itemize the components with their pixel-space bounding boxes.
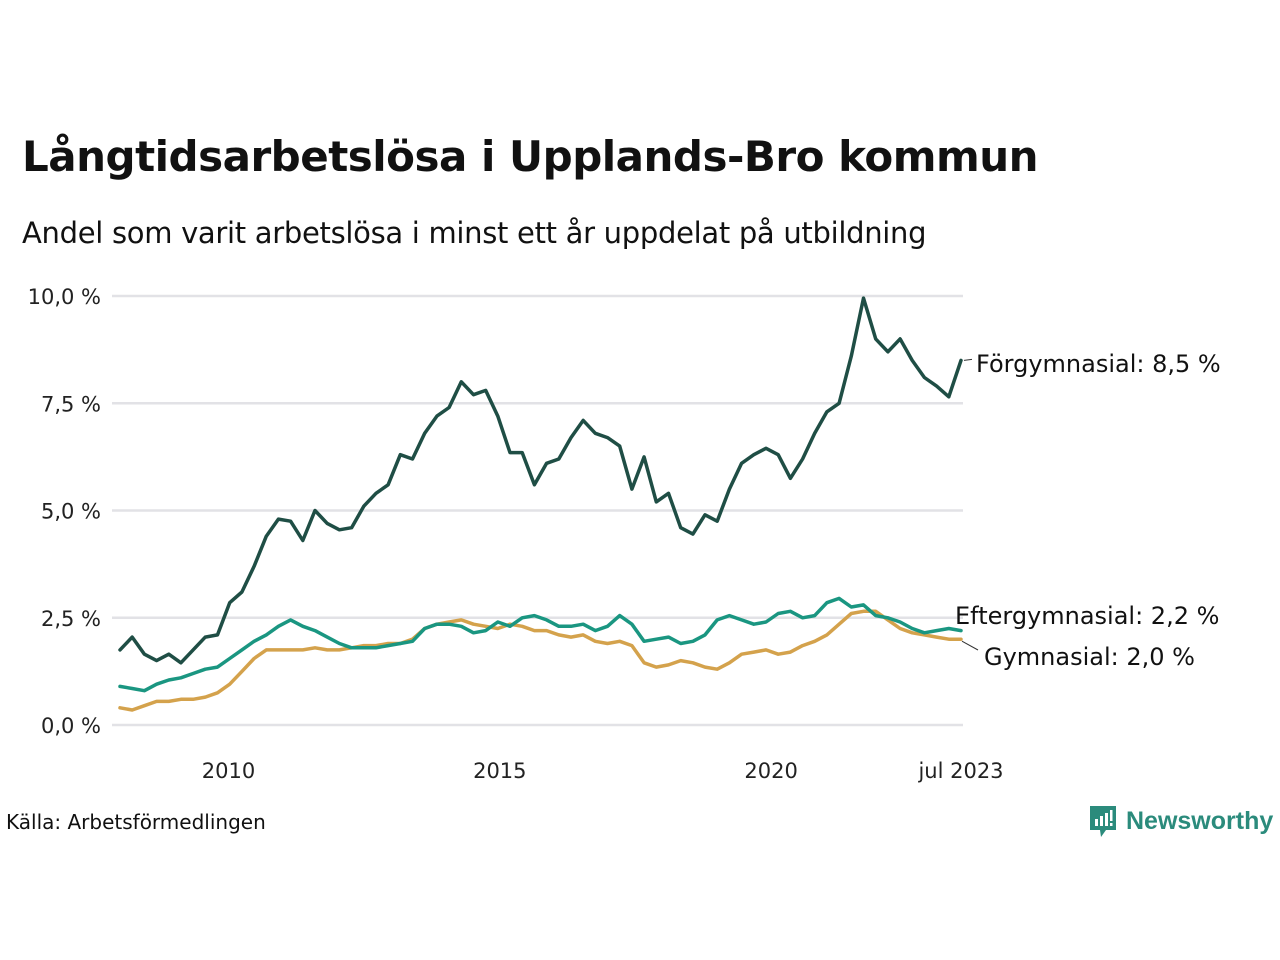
y-axis-ticks: 0,0 % 2,5 % 5,0 % 7,5 % 10,0 % — [28, 285, 101, 738]
chart-title: Långtidsarbetslösa i Upplands-Bro kommun — [22, 132, 1039, 181]
x-tick-label: 2015 — [473, 759, 526, 783]
series-line-förgymnasial — [118, 296, 963, 665]
y-tick-label: 0,0 % — [41, 714, 101, 738]
series-end-label: Eftergymnasial: 2,2 % — [955, 602, 1219, 630]
y-tick-label: 5,0 % — [41, 500, 101, 524]
y-tick-label: 7,5 % — [41, 392, 101, 416]
x-axis-ticks: 2010 2015 2020 jul 2023 — [202, 759, 1004, 783]
brand-logo[interactable]: Newsworthy — [1088, 804, 1273, 838]
brand-name: Newsworthy — [1126, 806, 1274, 835]
source-note: Källa: Arbetsförmedlingen — [6, 810, 266, 834]
series-line-gymnasial — [118, 609, 963, 712]
label-connector — [963, 358, 973, 361]
label-connector — [961, 640, 979, 651]
series-end-label: Förgymnasial: 8,5 % — [976, 350, 1221, 378]
chart-subtitle: Andel som varit arbetslösa i minst ett å… — [22, 216, 927, 250]
x-tick-label: 2020 — [744, 759, 797, 783]
bar-chart-speech-bubble-icon — [1090, 806, 1116, 837]
series-line-eftergymnasial — [118, 596, 963, 693]
series-end-label: Gymnasial: 2,0 % — [984, 643, 1195, 671]
x-tick-label: 2010 — [202, 759, 255, 783]
gridlines — [112, 294, 963, 727]
y-tick-label: 10,0 % — [28, 285, 101, 309]
y-tick-label: 2,5 % — [41, 607, 101, 631]
series-lines — [118, 296, 963, 712]
series-end-labels: Förgymnasial: 8,5 % Eftergymnasial: 2,2 %… — [955, 350, 1221, 671]
x-tick-label: jul 2023 — [917, 759, 1003, 783]
